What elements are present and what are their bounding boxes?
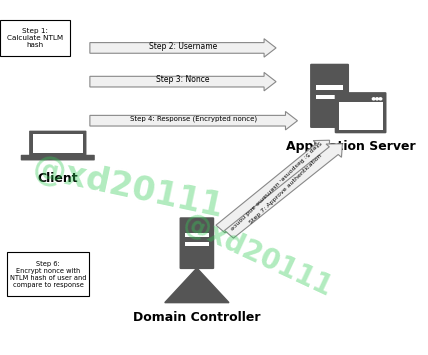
Text: Domain Controller: Domain Controller [133, 311, 261, 324]
Text: Step 3: Nonce: Step 3: Nonce [156, 75, 210, 84]
Polygon shape [165, 268, 229, 302]
FancyBboxPatch shape [339, 95, 383, 130]
FancyBboxPatch shape [185, 233, 209, 237]
Text: Step 5: Response, username and nonce: Step 5: Response, username and nonce [229, 139, 321, 230]
Polygon shape [225, 144, 342, 238]
Text: Step 6:
Encrypt nonce with
NTLM hash of user and
compare to response: Step 6: Encrypt nonce with NTLM hash of … [10, 261, 86, 288]
Circle shape [379, 98, 382, 100]
FancyBboxPatch shape [33, 134, 83, 153]
FancyBboxPatch shape [310, 64, 349, 128]
Circle shape [372, 98, 375, 100]
Text: Step 1:
Calculate NTLM
hash: Step 1: Calculate NTLM hash [7, 28, 63, 48]
Text: Application Server: Application Server [286, 140, 416, 153]
Text: Client: Client [38, 172, 78, 185]
FancyBboxPatch shape [185, 242, 209, 246]
Polygon shape [216, 140, 330, 233]
Polygon shape [90, 39, 276, 57]
FancyBboxPatch shape [335, 92, 386, 133]
FancyBboxPatch shape [21, 155, 95, 160]
Text: Step 7: Approve authentication: Step 7: Approve authentication [248, 153, 323, 225]
Circle shape [376, 98, 378, 100]
FancyBboxPatch shape [316, 85, 343, 90]
Text: @xd20111: @xd20111 [178, 209, 336, 302]
Text: @xd20111: @xd20111 [30, 152, 227, 224]
FancyBboxPatch shape [339, 95, 383, 102]
FancyBboxPatch shape [180, 217, 214, 269]
Text: Step 4: Response (Encrypted nonce): Step 4: Response (Encrypted nonce) [130, 116, 257, 122]
Polygon shape [90, 111, 297, 130]
Text: Step 2: Username: Step 2: Username [149, 42, 217, 51]
FancyBboxPatch shape [0, 20, 70, 56]
Polygon shape [90, 72, 276, 91]
FancyBboxPatch shape [29, 131, 86, 156]
FancyBboxPatch shape [7, 252, 89, 296]
FancyBboxPatch shape [316, 94, 343, 99]
